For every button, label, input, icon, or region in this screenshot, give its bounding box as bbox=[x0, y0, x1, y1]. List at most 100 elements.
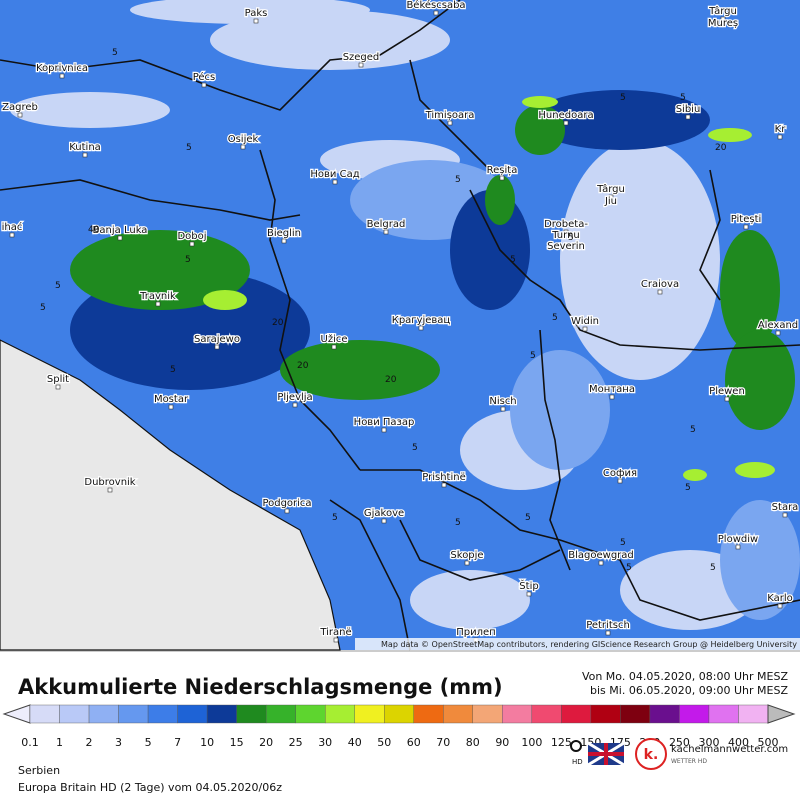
city-label: Paks bbox=[245, 8, 268, 19]
colorbar: 0.1 1 2 3 5 7 10 15 20 25 30 40 50 60 70 80 90 100 125 150 1… bbox=[2, 704, 796, 749]
colorbar-swatch bbox=[354, 704, 385, 724]
colorbar-label: 70 bbox=[436, 736, 450, 749]
colorbar-label: 7 bbox=[174, 736, 181, 749]
city-label: Prishtinë bbox=[422, 472, 465, 483]
colorbar-swatch bbox=[472, 704, 503, 724]
city-label: Mostar bbox=[154, 394, 189, 405]
contour-label: 5 bbox=[626, 563, 632, 573]
city-label: Монтана bbox=[589, 384, 635, 395]
city-label: Skopje bbox=[450, 550, 483, 561]
city-label: Alexand bbox=[758, 320, 798, 331]
city-marker bbox=[201, 82, 207, 88]
city-marker bbox=[563, 229, 569, 235]
site[interactable]: kachelmannwetter.com bbox=[671, 744, 788, 755]
colorbar-label: 300 bbox=[698, 736, 719, 749]
city-label: Dubrovnik bbox=[84, 477, 135, 488]
city-marker bbox=[333, 637, 339, 643]
colorbar-swatch bbox=[147, 704, 178, 724]
city-marker bbox=[253, 18, 259, 24]
city-marker bbox=[59, 73, 65, 79]
city-label: Osijek bbox=[228, 134, 259, 145]
city-label: Reșița bbox=[487, 165, 518, 176]
contour-label: 5 bbox=[170, 365, 176, 375]
city-label: Plewen bbox=[709, 386, 745, 397]
city-marker bbox=[117, 235, 123, 241]
map bbox=[0, 0, 800, 651]
colorbar-swatch bbox=[502, 704, 533, 724]
city-label: Târgu bbox=[708, 5, 737, 17]
city-label: Pécs bbox=[193, 71, 216, 83]
city-marker bbox=[9, 232, 15, 238]
city-marker bbox=[685, 114, 691, 120]
colorbar-swatch bbox=[384, 704, 414, 724]
green-areas bbox=[70, 105, 795, 430]
contour-label: 5 bbox=[552, 313, 558, 323]
colorbar-label: 30 bbox=[318, 736, 332, 749]
city-labels: PaksBékéscsabaTârguMureșKoprivnicaPécsSz… bbox=[0, 0, 800, 643]
contour-label: 20 bbox=[715, 143, 727, 153]
city-label: Hunedoara bbox=[538, 110, 593, 121]
contour-label: 5 bbox=[186, 143, 192, 153]
colorbar-label: 60 bbox=[407, 736, 421, 749]
hd-icon[interactable] bbox=[570, 740, 582, 752]
colorbar-swatch bbox=[88, 704, 119, 724]
colorbar-swatch bbox=[443, 704, 473, 724]
hd-label[interactable]: HD bbox=[572, 758, 583, 766]
colorbar-label: 400 bbox=[728, 736, 749, 749]
colorbar-swatch bbox=[679, 704, 710, 724]
borders bbox=[0, 0, 800, 651]
city-label: Split bbox=[47, 374, 69, 385]
period-from: Von Mo. 04.05.2020, 08:00 Uhr MESZ bbox=[582, 670, 789, 683]
colorbar-label: 90 bbox=[495, 736, 509, 749]
logo-letter: k. bbox=[644, 747, 659, 763]
colorbar-label: 100 bbox=[521, 736, 542, 749]
colorbar-swatch bbox=[531, 704, 562, 724]
colorbar-label: 10 bbox=[200, 736, 214, 749]
city-label: Travnik bbox=[139, 291, 176, 302]
city-label: Крагујевац bbox=[392, 314, 451, 326]
colorbar-label: 15 bbox=[230, 736, 244, 749]
colorbar-label: 1 bbox=[56, 736, 63, 749]
contour-label: 5 bbox=[55, 281, 61, 291]
site-tag: WETTER HD bbox=[671, 758, 707, 765]
city-label: Timișoara bbox=[425, 110, 475, 121]
city-label: Drobeta- bbox=[544, 219, 588, 230]
city-marker bbox=[464, 560, 470, 566]
city-marker bbox=[381, 427, 387, 433]
colorbar-label: 3 bbox=[115, 736, 122, 749]
contour-labels: 5 5 5 5 5 5 5 5 40 20 20 20 5 5 5 5 5 5 5 5 5 5 5 5 20 5 5 bbox=[40, 48, 727, 573]
contour-label: 5 bbox=[568, 233, 574, 243]
city-marker bbox=[433, 10, 439, 16]
colorbar-label: 2 bbox=[86, 736, 93, 749]
city-label: Severin bbox=[547, 241, 585, 252]
city-label: Târgu bbox=[596, 183, 625, 195]
city-marker bbox=[332, 179, 338, 185]
city-label: Прилеп bbox=[456, 627, 495, 638]
colorbar-swatch bbox=[59, 704, 90, 724]
colorbar-label: 40 bbox=[348, 736, 362, 749]
city-marker bbox=[214, 344, 220, 350]
colorbar-swatch bbox=[708, 704, 739, 724]
colorbar-arrow-left bbox=[2, 704, 31, 724]
city-marker bbox=[284, 508, 290, 514]
colorbar-label: 500 bbox=[758, 736, 779, 749]
colorbar-swatch bbox=[738, 704, 769, 724]
city-label: Craiova bbox=[641, 279, 679, 290]
city-label: Szeged bbox=[343, 52, 380, 63]
colorbar-label: 0.1 bbox=[21, 736, 39, 749]
logo[interactable] bbox=[635, 738, 667, 770]
colorbar-swatch bbox=[561, 704, 592, 724]
city-label: Widin bbox=[571, 316, 599, 327]
city-label: Blagoewgrad bbox=[568, 550, 634, 561]
colorbar-arrow-right bbox=[767, 704, 796, 724]
city-label: Kr bbox=[775, 124, 787, 135]
colorbar-label: 25 bbox=[289, 736, 303, 749]
city-marker bbox=[281, 238, 287, 244]
city-marker bbox=[189, 241, 195, 247]
city-label: Užice bbox=[321, 333, 348, 345]
attribution: Map data © OpenStreetMap contributors, r… bbox=[381, 640, 797, 649]
city-marker bbox=[381, 518, 387, 524]
city-label: Stara bbox=[772, 502, 799, 513]
